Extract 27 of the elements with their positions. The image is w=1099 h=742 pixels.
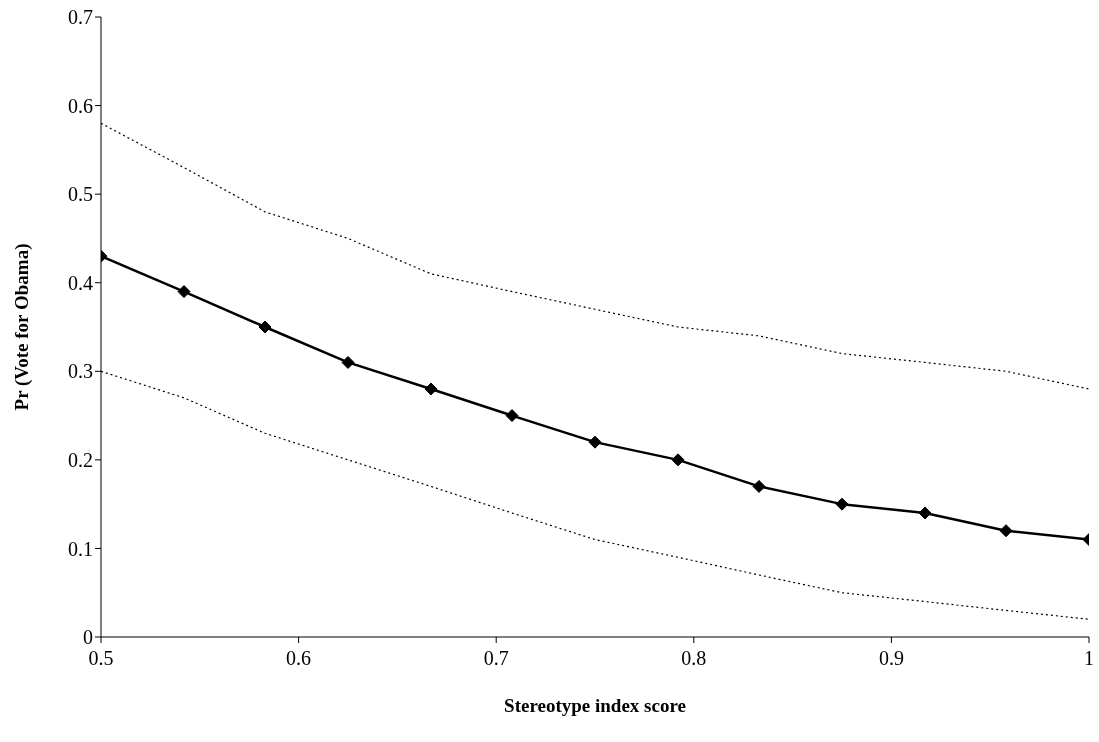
- point: [835, 497, 849, 511]
- point: [424, 382, 438, 396]
- y-axis-title: Pr (Vote for Obama): [10, 243, 33, 411]
- y-tick-label: 0.3: [68, 360, 93, 383]
- point: [588, 435, 602, 449]
- point: [918, 506, 932, 520]
- x-tick-label: 0.8: [681, 647, 707, 670]
- point: [258, 320, 272, 334]
- point: [999, 524, 1013, 538]
- point: [341, 355, 355, 369]
- point: [752, 479, 766, 493]
- y-tick-label: 0.5: [68, 183, 93, 206]
- point: [177, 285, 191, 299]
- y-tick-label: 0.1: [68, 537, 93, 560]
- point: [671, 453, 685, 467]
- y-tick-label: 0.7: [68, 6, 93, 29]
- point: [505, 409, 519, 423]
- x-tick-label: 0.5: [88, 647, 114, 670]
- y-tick-label: 0.6: [68, 94, 93, 117]
- y-tick-label: 0.4: [68, 271, 93, 294]
- x-tick-label: 0.7: [483, 647, 509, 670]
- x-tick-label: 1: [1084, 647, 1094, 670]
- x-tick-label: 0.6: [286, 647, 312, 670]
- x-tick-label: 0.9: [878, 647, 904, 670]
- y-tick-label: 0: [83, 626, 93, 649]
- y-tick-label: 0.2: [68, 448, 93, 471]
- x-axis-title: Stereotype index score: [504, 695, 686, 716]
